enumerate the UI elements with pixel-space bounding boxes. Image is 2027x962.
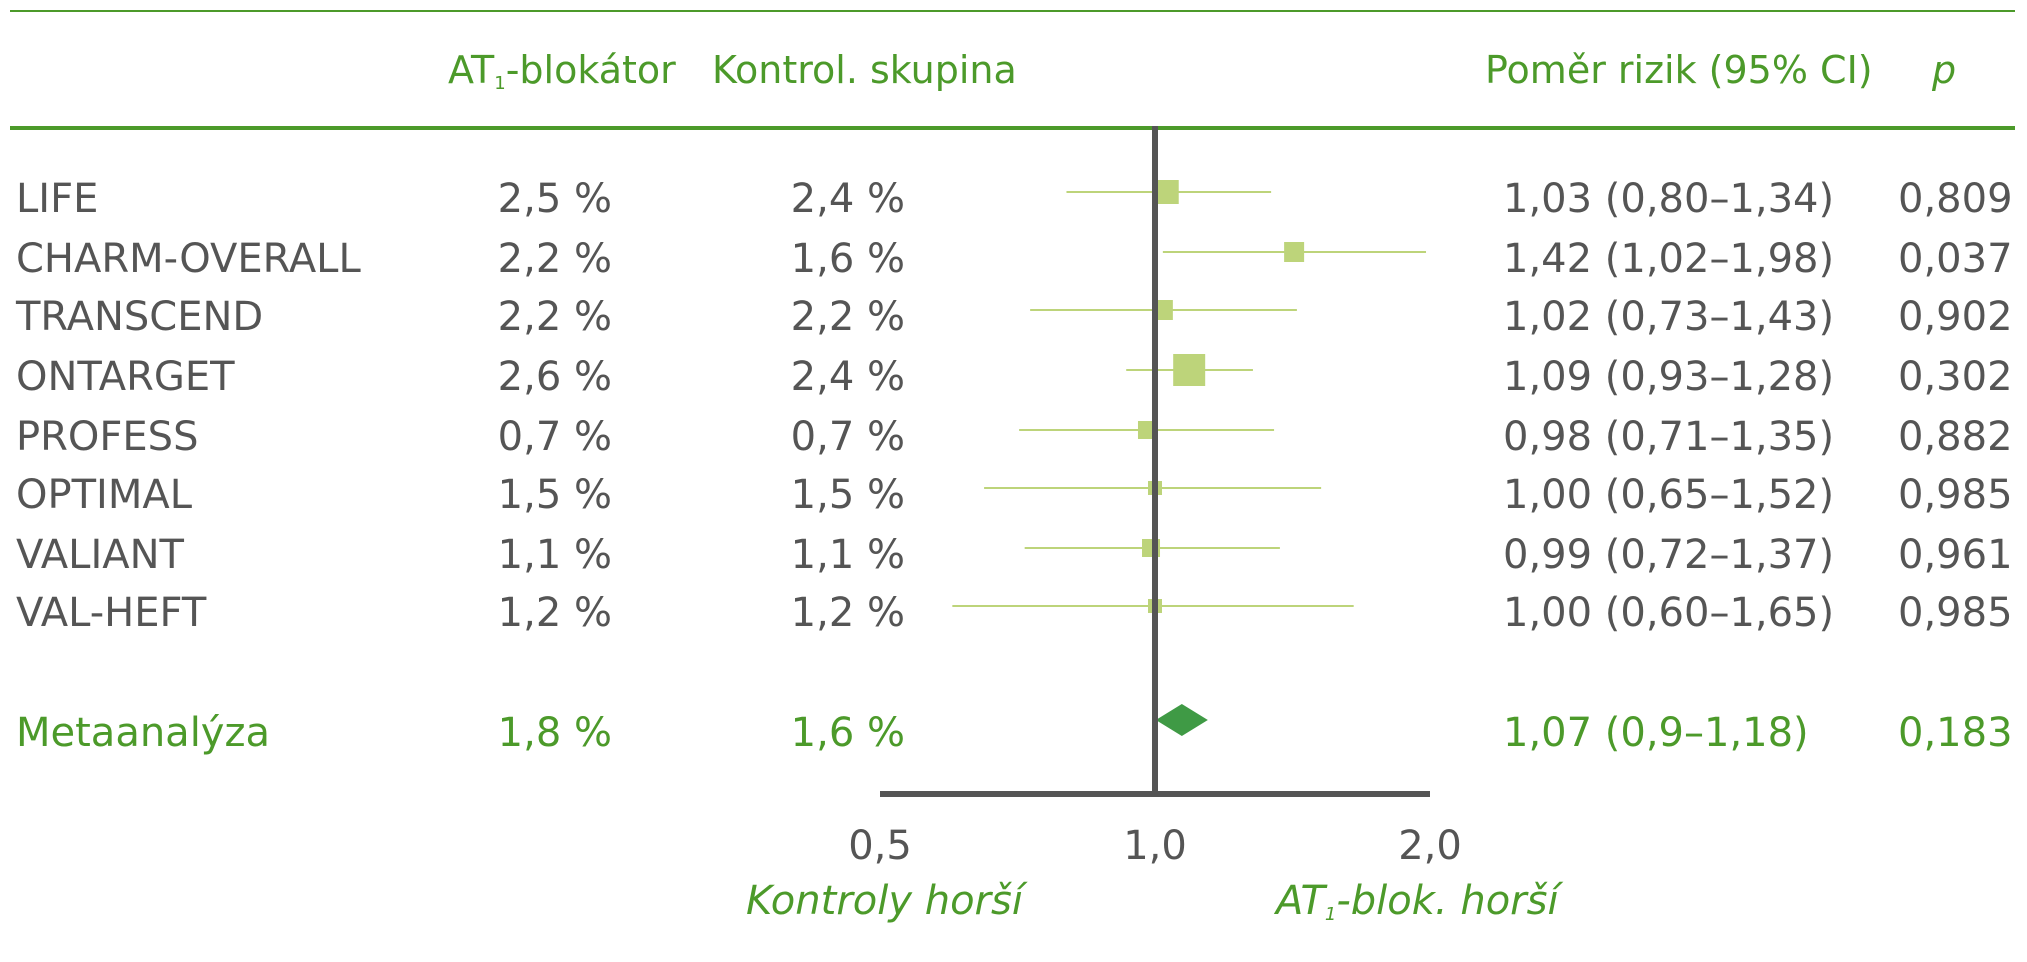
at1-percent: 0,7 %	[497, 414, 612, 460]
header-rule	[10, 126, 2015, 130]
header-at1-blocker: AT1-blokátor	[448, 48, 676, 94]
control-percent: 1,5 %	[790, 472, 905, 518]
header-p-value: p	[1932, 48, 1957, 92]
control-percent: 2,4 %	[790, 354, 905, 400]
at1-percent: 1,2 %	[497, 590, 612, 636]
control-percent: 0,7 %	[790, 414, 905, 460]
study-name: OPTIMAL	[16, 472, 192, 518]
at1-percent: 2,5 %	[497, 176, 612, 222]
at1-worse-label: AT1-blok. horší	[1276, 878, 1559, 925]
control-percent: 1,2 %	[790, 590, 905, 636]
study-name: VAL-HEFT	[16, 590, 207, 636]
study-marker	[1173, 354, 1206, 386]
control-percent: 2,2 %	[790, 294, 905, 340]
study-name: PROFESS	[16, 414, 199, 460]
risk-ratio-ci: 0,98 (0,71–1,35)	[1503, 414, 1835, 460]
header-risk-ratio: Poměr rizik (95% CI)	[1485, 48, 1873, 92]
study-name: LIFE	[16, 176, 99, 222]
summary-diamond	[1155, 704, 1208, 736]
control-percent: 1,1 %	[790, 532, 905, 578]
control-percent: 1,6 %	[790, 236, 905, 282]
tick-label: 0,5	[848, 823, 912, 869]
risk-ratio-ci: 1,00 (0,65–1,52)	[1503, 472, 1835, 518]
p-value: 0,302	[1898, 354, 2013, 400]
p-value: 0,961	[1898, 532, 2013, 578]
control-percent: 1,6 %	[790, 710, 905, 756]
control-worse-label: Kontroly horší	[746, 878, 1023, 924]
at1-percent: 1,1 %	[497, 532, 612, 578]
p-value: 0,882	[1898, 414, 2013, 460]
risk-ratio-ci: 0,99 (0,72–1,37)	[1503, 532, 1835, 578]
study-name: ONTARGET	[16, 354, 235, 400]
tick-label: 2,0	[1398, 823, 1462, 869]
risk-ratio-ci: 1,09 (0,93–1,28)	[1503, 354, 1835, 400]
top-rule	[10, 10, 2015, 12]
p-value: 0,037	[1898, 236, 2013, 282]
study-marker	[1284, 242, 1305, 262]
at1-percent: 2,6 %	[497, 354, 612, 400]
header-control-group: Kontrol. skupina	[712, 48, 1017, 92]
study-marker	[1154, 180, 1179, 204]
risk-ratio-ci: 1,03 (0,80–1,34)	[1503, 176, 1835, 222]
risk-ratio-ci: 1,02 (0,73–1,43)	[1503, 294, 1835, 340]
risk-ratio-ci: 1,42 (1,02–1,98)	[1503, 236, 1835, 282]
at1-percent: 1,5 %	[497, 472, 612, 518]
at1-percent: 2,2 %	[497, 294, 612, 340]
study-marker	[1137, 421, 1156, 439]
risk-ratio-ci: 1,00 (0,60–1,65)	[1503, 590, 1835, 636]
control-percent: 2,4 %	[790, 176, 905, 222]
p-value: 0,183	[1898, 710, 2013, 756]
tick-label: 1,0	[1123, 823, 1187, 869]
p-value: 0,985	[1898, 590, 2013, 636]
at1-percent: 2,2 %	[497, 236, 612, 282]
study-name: TRANSCEND	[16, 294, 264, 340]
study-name: VALIANT	[16, 532, 184, 578]
study-name: Metaanalýza	[16, 710, 270, 756]
study-name: CHARM-OVERALL	[16, 236, 361, 282]
p-value: 0,902	[1898, 294, 2013, 340]
risk-ratio-ci: 1,07 (0,9–1,18)	[1503, 710, 1809, 756]
p-value: 0,809	[1898, 176, 2013, 222]
at1-percent: 1,8 %	[497, 710, 612, 756]
p-value: 0,985	[1898, 472, 2013, 518]
